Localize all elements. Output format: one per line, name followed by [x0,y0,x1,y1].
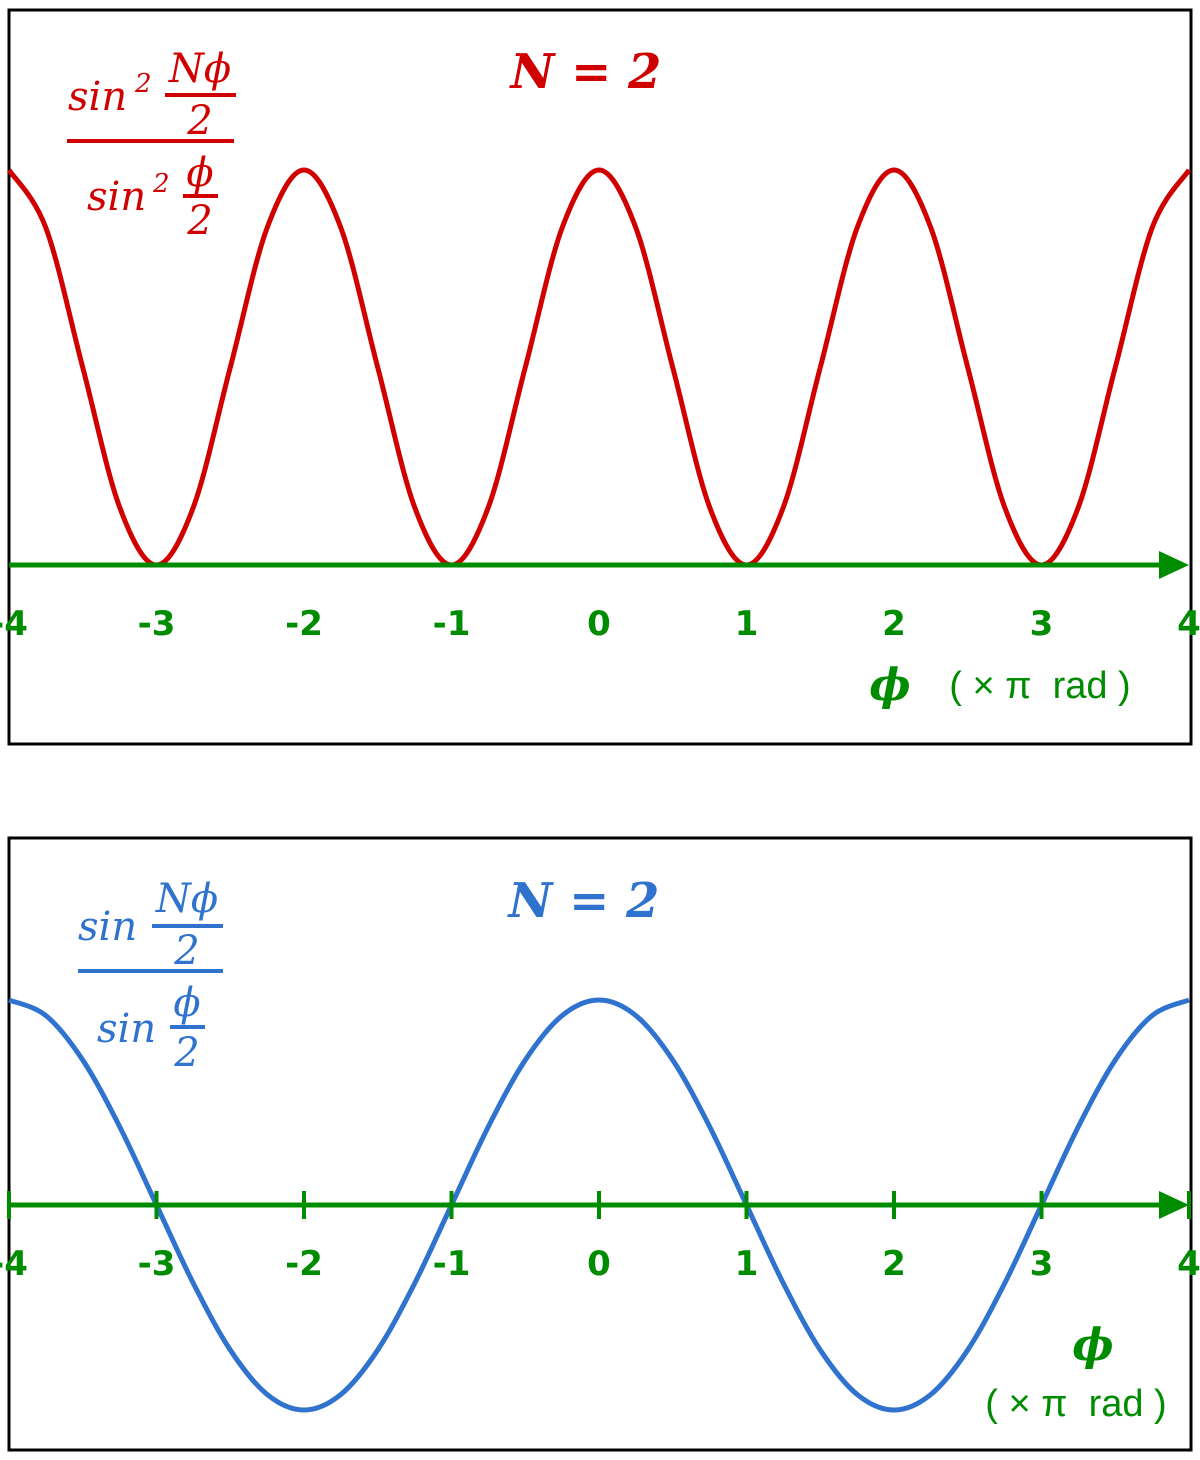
den-arg-top: ϕ [173,980,200,1026]
bottom-x-tick-labels: -4 -3 -2 -1 0 1 2 3 4 [0,1244,1200,1284]
x-tick-label: -1 [433,604,471,644]
top-title: N = 2 [509,44,662,100]
main-fraction-bar [78,969,223,973]
x-axis-arrow [1159,1191,1189,1219]
top-panel: sin 2 Nϕ 2 sin 2 ϕ 2 N = 2 -4 -3 -2 -1 0 1 2 3 4… [0,8,1200,746]
num-arg-bar [152,924,223,928]
x-tick-label: 1 [735,604,759,644]
num-fn: sin [68,74,127,120]
den-arg-bot: 2 [186,198,212,244]
bottom-xlabel-symbol: ϕ [1072,1320,1113,1371]
num-arg-bar [165,93,236,97]
den-arg-bar [183,194,218,198]
den-fn: sin [97,1006,156,1052]
x-tick-label: 4 [1177,604,1200,644]
x-tick-label: -3 [138,1244,176,1284]
top-series-line [6,167,1192,568]
den-pow: 2 [152,169,170,199]
top-xlabel-symbol: ϕ [869,660,910,711]
top-xlabel-unit: ( × π rad ) [949,665,1130,707]
bottom-xlabel-unit: ( × π rad ) [985,1383,1166,1425]
num-fn: sin [78,904,137,950]
bottom-title: N = 2 [507,873,660,929]
bottom-panel: sin Nϕ 2 sin ϕ 2 N = 2 -4 -3 -2 -1 0 1 2 3 4 ϕ (… [0,836,1200,1452]
den-arg-top: ϕ [186,150,213,196]
x-tick-label: -4 [0,1244,28,1284]
x-tick-label: 0 [587,604,611,644]
x-tick-label: -4 [0,604,28,644]
num-arg-bot: 2 [173,928,199,974]
x-tick-label: 1 [735,1244,759,1284]
top-x-tick-labels: -4 -3 -2 -1 0 1 2 3 4 [0,604,1200,644]
num-arg-top: Nϕ [155,876,218,922]
den-arg-bot: 2 [173,1030,199,1076]
x-tick-label: 4 [1177,1244,1200,1284]
top-x-axis [9,551,1189,579]
den-fn: sin [87,174,146,220]
x-tick-label: 0 [587,1244,611,1284]
main-fraction-bar [67,139,234,143]
top-frame [7,8,1193,746]
x-tick-label: 3 [1030,604,1054,644]
den-arg-bar [170,1025,205,1029]
top-formula: sin 2 Nϕ 2 sin 2 ϕ 2 [67,46,236,244]
x-tick-label: 2 [882,604,906,644]
bottom-formula: sin Nϕ 2 sin ϕ 2 [78,876,223,1076]
num-arg-bot: 2 [186,98,212,144]
x-tick-label: -2 [285,604,323,644]
bottom-series-line [8,997,1190,1413]
x-tick-label: 2 [882,1244,906,1284]
x-tick-label: -3 [138,604,176,644]
bottom-x-axis [7,1191,1191,1219]
x-tick-label: -1 [433,1244,471,1284]
x-tick-label: -2 [285,1244,323,1284]
bottom-frame [7,836,1193,1452]
x-axis-arrow [1159,551,1189,579]
num-arg-top: Nϕ [168,46,231,92]
num-pow: 2 [134,69,152,99]
x-tick-label: 3 [1030,1244,1054,1284]
